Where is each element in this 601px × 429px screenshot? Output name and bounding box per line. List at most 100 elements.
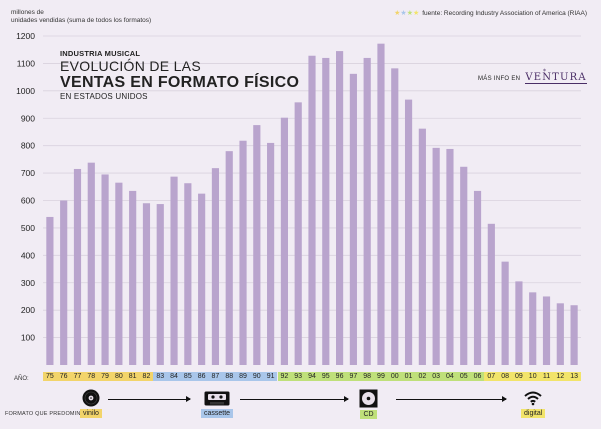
year-tick-label: 98 [360,372,375,381]
year-tick-label: 83 [153,372,168,381]
bar-78 [87,162,95,365]
wifi-icon [524,391,542,406]
year-tick-label: 01 [401,372,416,381]
year-tick-label: 06 [470,372,485,381]
bar-92 [280,117,288,366]
format-cd: CD [359,389,378,419]
bar-97 [349,73,357,366]
year-tick-label: 85 [180,372,195,381]
bar-06 [473,190,482,365]
y-tick-label: 200 [21,305,35,315]
year-tick-label: 02 [415,372,430,381]
year-tick-label: 07 [484,372,499,381]
chart-kicker: INDUSTRIA MUSICAL [60,49,141,58]
bar-99 [377,43,385,365]
bar-05 [460,166,468,365]
year-tick-label: 10 [525,372,540,381]
year-tick-label: 09 [512,372,526,381]
y-axis-title: millones de unidades vendidas (suma de t… [11,9,151,25]
bar-98 [363,57,371,365]
bar-08 [501,261,509,365]
bar-96 [336,51,344,366]
bar-11 [542,296,551,365]
year-tick-label: 89 [236,372,250,381]
bar-87 [211,168,220,365]
y-axis-title-line2: unidades vendidas (suma de todos los for… [11,17,152,24]
y-tick-label: 100 [21,333,35,343]
bar-93 [294,102,302,366]
bar-91 [267,142,275,365]
ventura-logo[interactable]: VENTURA [525,72,587,84]
year-tick-label: 88 [222,372,237,381]
year-tick-label: 84 [167,372,181,381]
timeline-arrow-2 [240,396,349,402]
format-vinyl: vinilo [80,389,102,418]
year-tick-label: 87 [208,372,223,381]
year-tick-label: 75 [43,372,57,381]
bar-03 [432,147,440,365]
year-tick-label: 80 [111,372,126,381]
year-tick-label: 77 [70,372,85,381]
y-tick-label: 700 [21,168,35,178]
bar-86 [198,193,206,365]
format-digital: digital [521,391,546,418]
y-tick-label: 600 [21,196,35,206]
y-tick-label: 900 [21,113,35,123]
vinyl-record-icon [82,389,100,407]
year-tick-label: 94 [305,372,319,381]
compact-disc-icon [359,389,378,408]
year-tick-label: 04 [443,372,457,381]
bar-94 [308,55,316,366]
year-axis-label: AÑO: [14,376,29,382]
format-digital-label: digital [521,409,546,418]
bar-79 [101,174,109,365]
chart-subtitle: EN ESTADOS UNIDOS [60,92,148,101]
bar-88 [225,151,233,365]
format-cassette: cassette [201,391,234,418]
more-info-link[interactable]: MÁS INFO EN VENTURA [478,73,587,84]
format-cd-label: CD [360,410,377,419]
bar-82 [142,203,151,365]
bar-09 [515,281,523,365]
source-note: ★★★★ fuente: Recording Industry Associat… [394,9,587,18]
bar-13 [570,305,578,365]
year-tick-label: 12 [553,372,568,381]
more-info-label: MÁS INFO EN [478,76,521,82]
year-tick-label: 08 [498,372,512,381]
bar-83 [156,204,164,365]
bar-00 [391,68,399,365]
timeline-arrow-3 [396,396,507,402]
year-tick-label: 00 [387,372,402,381]
bar-76 [60,200,68,365]
y-tick-label: 1000 [16,86,35,96]
y-tick-label: 400 [21,250,35,260]
year-tick-label: 05 [456,372,471,381]
year-tick-label: 96 [332,372,347,381]
year-tick-label: 82 [139,372,154,381]
bar-85 [184,183,192,365]
bar-90 [253,125,261,366]
bar-95 [322,57,330,365]
bar-01 [404,99,413,366]
year-tick-label: 03 [429,372,444,381]
bar-12 [556,303,564,365]
year-tick-label: 79 [98,372,112,381]
bar-10 [529,292,537,365]
format-cassette-label: cassette [201,409,234,418]
cassette-tape-icon [204,391,230,406]
year-tick-label: 13 [567,372,581,381]
year-tick-label: 90 [249,372,264,381]
year-tick-label: 97 [346,372,361,381]
year-tick-label: 91 [263,372,278,381]
y-tick-label: 800 [21,141,35,151]
chart-title-line1: EVOLUCIÓN DE LAS [60,58,201,74]
year-tick-label: 92 [277,372,292,381]
bar-75 [46,216,54,365]
year-tick-label: 93 [291,372,306,381]
year-tick-label: 81 [125,372,140,381]
year-tick-label: 11 [539,372,554,381]
y-tick-label: 1200 [16,31,35,41]
title-block: INDUSTRIA MUSICAL EVOLUCIÓN DE LAS VENTA… [60,49,299,101]
year-tick-label: 86 [194,372,209,381]
